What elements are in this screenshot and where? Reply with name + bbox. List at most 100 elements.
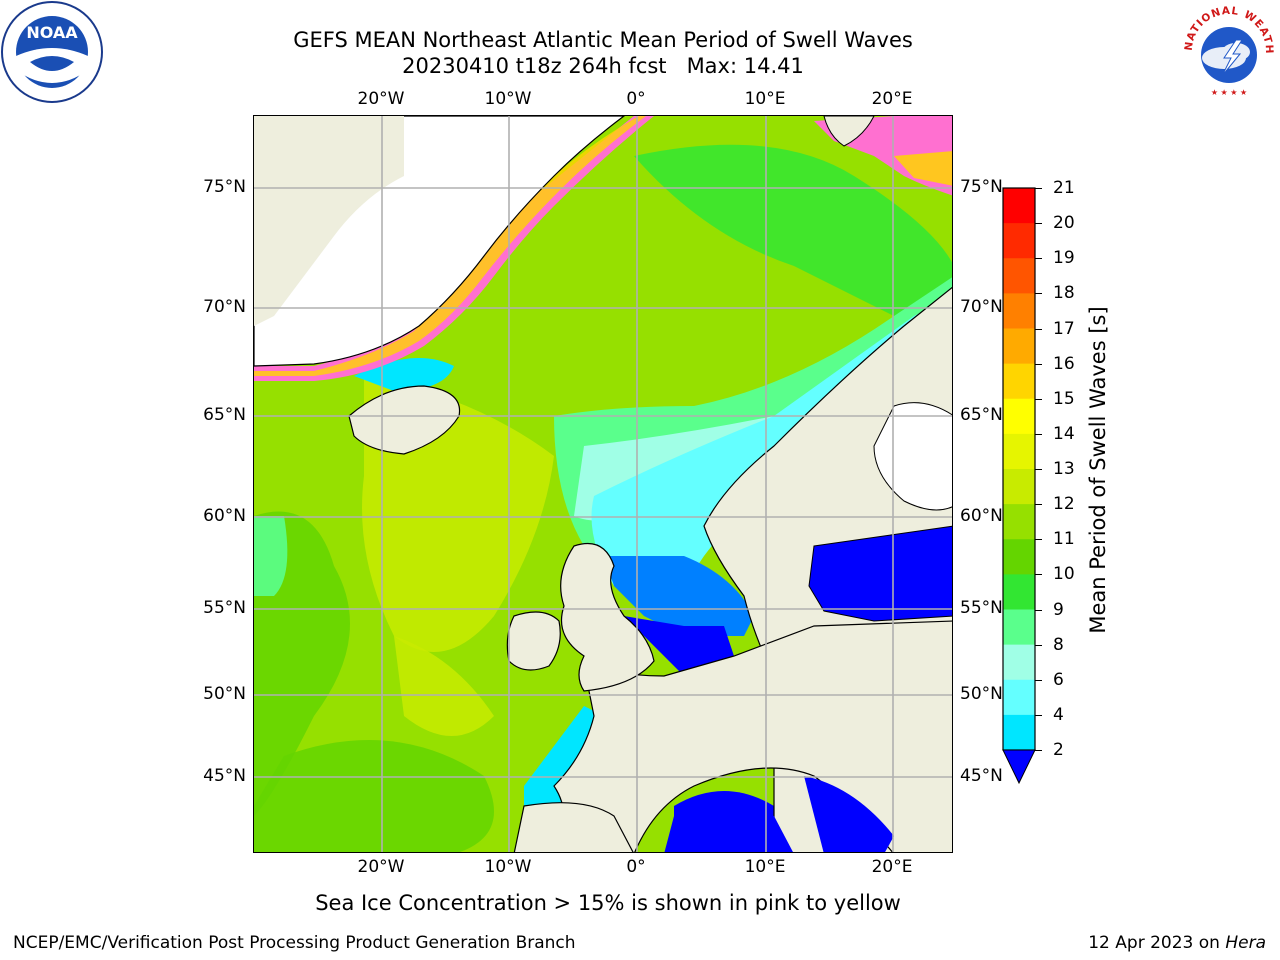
baltic-sea [808, 525, 952, 622]
colorbar-band [1003, 574, 1035, 610]
colorbar-tick-mark [1035, 433, 1042, 435]
lat-label-right: 55°N [960, 598, 1003, 618]
svalbard [823, 116, 875, 147]
lon-label-bottom: 20°W [357, 857, 405, 877]
ireland [506, 611, 561, 671]
chart-title: GEFS MEAN Northeast Atlantic Mean Period… [293, 28, 913, 52]
colorbar-band [1003, 609, 1035, 646]
colorbar-tick-label: 18 [1053, 283, 1075, 304]
colorbar-tick-mark [1035, 328, 1042, 330]
colorbar-tick-label: 8 [1053, 634, 1064, 655]
colorbar-tick-mark [1035, 293, 1042, 295]
colorbar-tick-mark [1035, 188, 1042, 189]
greenland-coast [254, 116, 404, 326]
footer-credit: NCEP/EMC/Verification Post Processing Pr… [13, 933, 576, 953]
lon-label-top: 0° [626, 89, 646, 109]
colorbar-band [1003, 223, 1035, 259]
lat-label-left: 60°N [203, 506, 246, 526]
swell-patch [394, 636, 494, 736]
colorbar-tick-mark [1035, 398, 1042, 400]
colorbar-tick-label: 11 [1053, 529, 1075, 550]
colorbar-band [1003, 293, 1035, 329]
colorbar-tick-mark [1035, 539, 1042, 541]
nws-logo: NATIONAL WEATHER SERVICE ★ ★ ★ ★ [1178, 0, 1277, 99]
colorbar-band [1003, 258, 1035, 294]
mediterranean [664, 803, 793, 852]
colorbar-tick-label: 15 [1053, 388, 1075, 409]
chart-subtitle: 20230410 t18z 264h fcst Max: 14.41 [402, 54, 804, 78]
map-panel [253, 115, 953, 853]
lon-label-bottom: 20°E [871, 857, 913, 877]
sea-ice-edge [254, 116, 646, 376]
lat-label-right: 60°N [960, 506, 1003, 526]
colorbar-tick-label: 17 [1053, 318, 1075, 339]
continental-europe [553, 620, 952, 852]
colorbar-tick-mark [1035, 644, 1042, 646]
footer-date-text: 12 Apr 2023 on [1088, 933, 1226, 953]
colorbar-band [1003, 679, 1035, 716]
swell-patch [624, 616, 734, 676]
adriatic [804, 776, 894, 852]
lon-label-top: 10°W [484, 89, 532, 109]
colorbar-band [1003, 433, 1035, 470]
lon-label-top: 10°E [744, 89, 786, 109]
sea-ice-note: Sea Ice Concentration > 15% is shown in … [315, 891, 901, 915]
lon-label-bottom: 0° [626, 857, 646, 877]
lon-label-bottom: 10°W [484, 857, 532, 877]
colorbar-tick-label: 4 [1053, 704, 1064, 725]
colorbar-tick-label: 16 [1053, 353, 1075, 374]
lat-label-right: 50°N [960, 684, 1003, 704]
colorbar-extend-triangle [1002, 749, 1036, 785]
lat-label-left: 65°N [203, 405, 246, 425]
lat-label-right: 65°N [960, 405, 1003, 425]
lon-label-top: 20°E [871, 89, 913, 109]
swell-patch [604, 556, 754, 636]
colorbar-tick-mark [1035, 609, 1042, 611]
colorbar-tick-label: 9 [1053, 599, 1064, 620]
colorbar-band [1003, 644, 1035, 681]
lon-label-bottom: 10°E [744, 857, 786, 877]
swell-patch [254, 740, 494, 852]
colorbar-tick-mark [1035, 363, 1042, 365]
lat-label-left: 50°N [203, 684, 246, 704]
colorbar-tick-mark [1035, 679, 1042, 681]
colorbar-band [1003, 398, 1035, 435]
colorbar-tick-label: 19 [1053, 248, 1075, 269]
lat-label-left: 45°N [203, 766, 246, 786]
iberia [513, 802, 634, 852]
lat-label-right: 70°N [960, 297, 1003, 317]
swell-patch [254, 516, 288, 596]
colorbar-band [1003, 504, 1035, 540]
footer-host: Hera [1225, 933, 1266, 953]
colorbar-tick-label: 21 [1053, 178, 1075, 198]
colorbar-band [1003, 469, 1035, 505]
lat-label-right: 45°N [960, 766, 1003, 786]
colorbar-tick-mark [1035, 574, 1042, 576]
swell-period-map [254, 116, 952, 852]
colorbar-tick-label: 2 [1053, 740, 1064, 760]
colorbar-tick-label: 20 [1053, 213, 1075, 234]
lon-label-top: 20°W [357, 89, 405, 109]
colorbar-tick-mark [1035, 258, 1042, 260]
colorbar-tick-label: 14 [1053, 423, 1075, 444]
colorbar-band [1003, 363, 1035, 400]
svg-text:★ ★ ★ ★: ★ ★ ★ ★ [1211, 88, 1247, 97]
colorbar-band [1003, 328, 1035, 365]
noaa-logo-text: NOAA [26, 23, 78, 42]
colorbar-tick-mark [1035, 750, 1042, 751]
colorbar-tick-mark [1035, 504, 1042, 506]
lat-label-left: 75°N [203, 177, 246, 197]
colorbar-band [1003, 188, 1035, 224]
colorbar-tick-label: 13 [1053, 459, 1075, 479]
colorbar-title: Mean Period of Swell Waves [s] [1086, 306, 1110, 634]
colorbar-tick-mark [1035, 223, 1042, 225]
colorbar-band [1003, 539, 1035, 575]
colorbar-band [1003, 714, 1035, 751]
noaa-logo: NOAA [1, 1, 103, 103]
swell-patch [634, 144, 952, 345]
lat-label-right: 75°N [960, 177, 1003, 197]
colorbar-tick-label: 10 [1053, 564, 1075, 585]
colorbar-tick-mark [1035, 714, 1042, 716]
great-britain [560, 542, 655, 692]
graticule [254, 116, 952, 852]
